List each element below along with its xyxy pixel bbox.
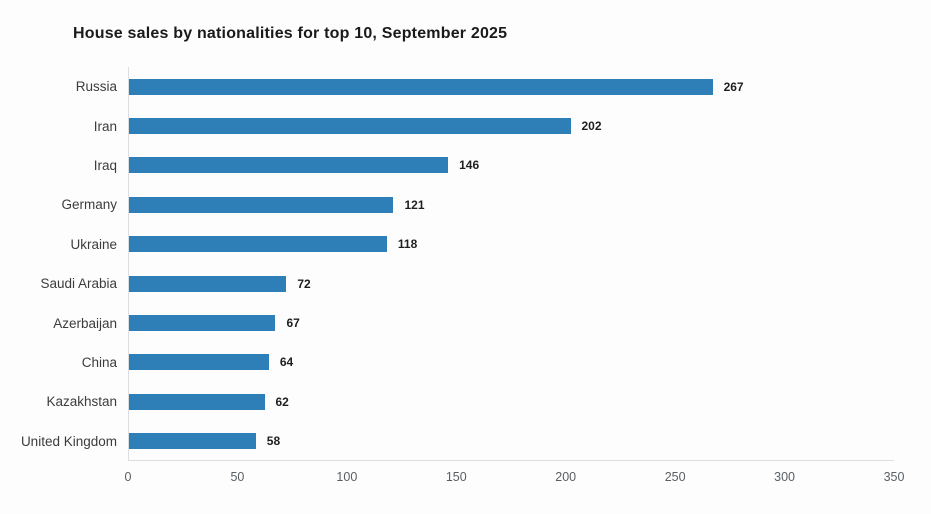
category-label: Saudi Arabia [40, 276, 117, 292]
x-tick-label: 50 [230, 470, 245, 484]
bar-row: Russia 267 [76, 67, 894, 106]
bar [129, 78, 713, 95]
value-label: 58 [266, 434, 281, 449]
category-label: China [81, 354, 117, 370]
bar-row: United Kingdom 58 [21, 422, 894, 461]
category-label: United Kingdom [20, 433, 117, 449]
category-label: Iraq [93, 157, 117, 173]
bar [129, 354, 269, 371]
bar [129, 275, 287, 292]
x-tick-label: 100 [336, 470, 358, 484]
bar-chart: Russia 267 Iran 202 Iraq 146 Germany 121 Ukraine… [0, 67, 931, 491]
bar [129, 393, 265, 410]
x-tick-label: 300 [774, 470, 795, 484]
value-label: 72 [297, 276, 311, 291]
x-tick-label: 200 [555, 470, 577, 484]
bar [129, 118, 571, 135]
bar-row: Iran 202 [94, 106, 894, 145]
value-label: 202 [581, 119, 602, 134]
bar-row: China 64 [82, 343, 894, 382]
x-tick-label: 0 [124, 470, 132, 484]
value-label: 267 [723, 79, 744, 94]
value-label: 62 [275, 394, 289, 409]
bar-row: Germany 121 [61, 185, 894, 224]
bar [129, 157, 449, 174]
x-tick-label: 250 [664, 470, 686, 484]
bar-row: Iraq 146 [94, 146, 894, 185]
plot-area: Russia 267 Iran 202 Iraq 146 Germany 121 Ukraine… [21, 67, 894, 461]
bar [129, 315, 276, 332]
value-label: 67 [286, 316, 300, 331]
chart-title: House sales by nationalities for top 10,… [73, 25, 508, 42]
bar [129, 433, 256, 450]
bar-row: Kazakhstan 62 [46, 382, 894, 421]
value-label: 64 [279, 355, 294, 370]
category-label: Ukraine [70, 236, 117, 252]
x-tick-label: 150 [445, 470, 467, 484]
x-axis: 0 50 100 150 200 250 300 350 [124, 461, 905, 491]
category-label: Azerbaijan [53, 315, 117, 331]
value-label: 118 [397, 237, 418, 252]
category-label: Russia [75, 79, 117, 95]
bar [129, 236, 387, 253]
bar-row: Ukraine 118 [70, 225, 894, 264]
category-label: Iran [93, 118, 117, 134]
value-label: 146 [459, 158, 480, 173]
category-label: Germany [61, 197, 117, 213]
category-label: Kazakhstan [46, 394, 117, 410]
value-label: 121 [404, 197, 425, 212]
bar-row: Saudi Arabia 72 [40, 264, 894, 303]
bar [129, 196, 394, 213]
x-tick-label: 350 [883, 470, 905, 484]
bar-row: Azerbaijan 67 [53, 303, 894, 342]
